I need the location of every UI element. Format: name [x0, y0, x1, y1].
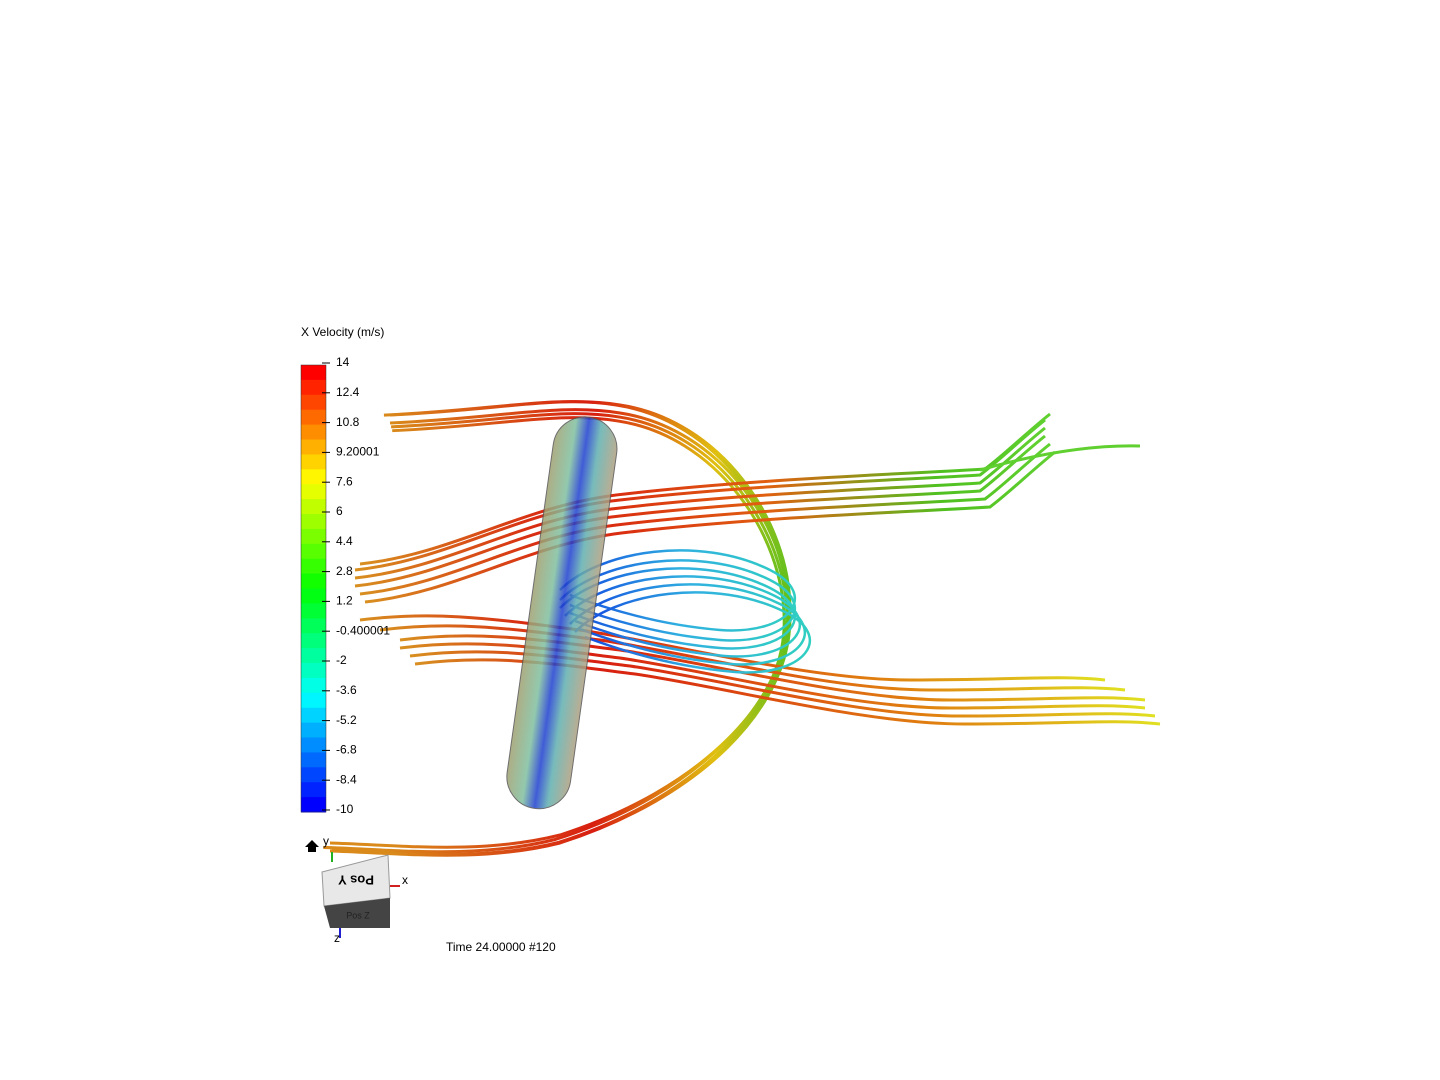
- colorbar-band: [301, 663, 326, 679]
- colorbar-band: [301, 528, 326, 545]
- streamlines: [321, 400, 1162, 857]
- colorbar-band: [301, 633, 326, 649]
- time-status: Time 24.00000 #120: [446, 940, 556, 954]
- colorbar-band: [301, 424, 326, 440]
- axis-label: y: [323, 834, 329, 848]
- cube-face-label: Pos Z: [346, 910, 370, 920]
- colorbar-band: [301, 722, 326, 738]
- colorbar-band: [301, 782, 326, 798]
- colorbar-title: X Velocity (m/s): [301, 325, 384, 339]
- colorbar-band: [301, 752, 326, 768]
- colorbar-band: [301, 767, 326, 783]
- colorbar-label: 9.20001: [336, 445, 380, 459]
- colorbar-label: 12.4: [336, 385, 360, 399]
- colorbar-band: [301, 454, 326, 470]
- colorbar-label: 6: [336, 504, 343, 518]
- colorbar-label: 2.8: [336, 564, 353, 578]
- colorbar-label: -5.2: [336, 713, 357, 727]
- cube-face-label: Pos Y: [338, 873, 374, 888]
- colorbar-band: [301, 499, 326, 515]
- colorbar-label: 10.8: [336, 415, 360, 429]
- colorbar-label: 1.2: [336, 594, 353, 608]
- colorbar-label: -8.4: [336, 772, 357, 786]
- colorbar-band: [301, 394, 326, 411]
- colorbar-band: [301, 737, 326, 753]
- colorbar-label: -6.8: [336, 743, 357, 757]
- colorbar-frame: [300, 364, 327, 813]
- colorbar-label: 14: [336, 355, 350, 369]
- axis-label: z: [334, 931, 340, 945]
- colorbar-label: -3.6: [336, 683, 357, 697]
- colorbar-label: 7.6: [336, 474, 353, 488]
- colorbar-band: [301, 648, 326, 664]
- colorbar-band: [301, 365, 326, 381]
- colorbar-label: -0.400001: [336, 623, 390, 637]
- colorbar: 14 12.4 10.8 9.20001 7.6 6 4.4 2.8 1.2 -0.400001 -…: [300, 355, 390, 816]
- colorbar-band: [301, 588, 326, 604]
- colorbar-band: [301, 543, 326, 560]
- axis-label: x: [402, 873, 408, 887]
- colorbar-label: -10: [336, 802, 354, 816]
- colorbar-band: [301, 707, 326, 724]
- colorbar-band: [301, 439, 326, 455]
- orientation-widget: y x z Pos Y Pos Z: [305, 834, 408, 945]
- colorbar-band: [301, 692, 326, 709]
- colorbar-label: 4.4: [336, 534, 353, 548]
- colorbar-band: [301, 409, 326, 426]
- colorbar-band: [301, 603, 326, 619]
- colorbar-band: [301, 514, 326, 530]
- colorbar-band: [301, 558, 326, 575]
- colorbar-band: [301, 379, 326, 396]
- colorbar-band: [301, 797, 326, 813]
- colorbar-band: [301, 677, 326, 694]
- colorbar-label: -2: [336, 653, 347, 667]
- colorbar-band: [301, 484, 326, 500]
- colorbar-band: [301, 573, 326, 589]
- colorbar-band: [301, 618, 326, 634]
- colorbar-band: [301, 469, 326, 485]
- cylinder: [506, 416, 618, 810]
